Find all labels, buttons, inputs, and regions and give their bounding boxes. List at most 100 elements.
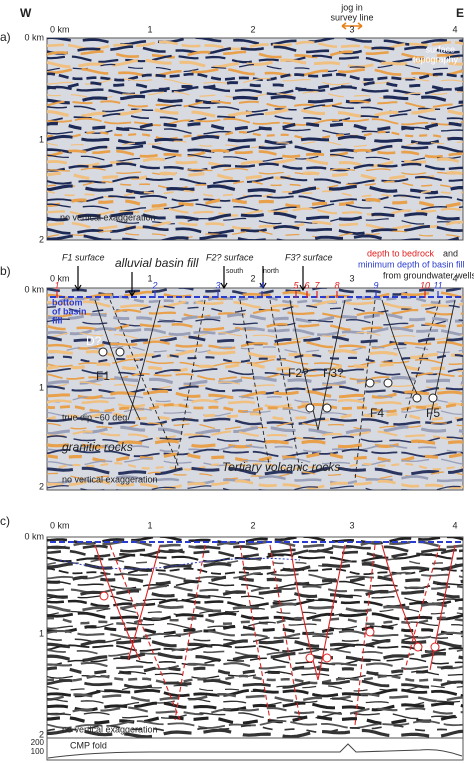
x-tick-label: 1 [147,520,152,530]
seismic-reflector [47,558,463,567]
panel-label: a) [0,30,11,44]
well-label: 5 [293,280,299,290]
seismic-reflector [47,63,463,73]
seismic-reflector [47,313,463,324]
well-label: 10 [420,280,430,290]
annotation: Tertiary volcanic rocks [222,460,340,474]
x-tick-label: 3 [349,24,354,34]
x-tick-label: 0 km [50,520,70,530]
seismic-reflector [47,318,463,327]
seismic-reflector [47,621,463,630]
y-tick-label: 2 [39,729,44,739]
seismic-reflector [47,398,463,409]
annotation: surface [425,44,455,54]
seismic-reflector [47,140,463,149]
seismic-reflector [47,402,463,414]
seismic-reflector [47,194,463,203]
seismic-reflector [47,430,463,440]
seismic-reflector [47,54,463,64]
seismic-reflector [47,107,463,119]
y-tick-label: 0 km [24,32,44,42]
well-label: 11 [433,280,442,290]
west-label: W [20,6,32,20]
seismic-reflector [47,711,463,720]
seismic-reflector [47,148,463,159]
seismic-reflector [47,548,463,559]
fault-label: F4 [370,406,384,420]
cmp-fold-label: CMP fold [70,740,107,750]
well-label: 8 [334,280,339,290]
seismic-reflector [47,99,463,109]
seismic-reflector [47,706,463,716]
x-tick-label: 0 km [50,273,70,283]
seismic-reflector [47,225,463,235]
legend-text: depth to bedrock [367,248,435,258]
annotation: bottom [52,297,83,307]
x-tick-label: 4 [452,520,457,530]
seismic-texture [47,38,463,240]
fault-label: F1 [96,369,110,383]
seismic-reflector [47,130,463,141]
seismic-reflector [47,544,463,554]
seismic-reflector [47,288,463,296]
x-tick-label: 1 [147,24,152,34]
fault-label: F2? [288,366,309,380]
seismic-reflector [47,714,463,726]
seismic-reflector [47,175,463,186]
seismic-reflector [47,157,463,168]
seismic-reflector [47,375,463,387]
well-label: 2 [151,280,157,290]
fault-label: F5 [426,406,440,420]
cmp-fold-box [46,737,464,761]
seismic-reflector [47,607,463,616]
seismic-reflector [47,594,463,603]
annotation: true dip ~60 deg [62,412,127,422]
seismic-reflector [47,207,463,217]
seismic-reflector [47,358,463,368]
fault-lines [94,299,456,481]
seismic-reflector [47,290,463,301]
note: no vertical exaggeration [62,474,158,484]
note: no vertical exaggeration [62,724,158,734]
x-tick-label: 4 [452,273,457,283]
seismic-reflector [47,395,463,403]
well-label: 9 [373,280,378,290]
seismic-reflector [47,197,463,209]
x-tick-label: 2 [250,273,255,283]
seismic-reflector [47,295,463,305]
seismic-reflector [47,85,463,96]
seismic-reflector [47,670,463,680]
jog-arrow [341,22,363,30]
note: no vertical exaggeration [60,212,156,222]
seismic-reflector [47,651,463,663]
legend-text: from groundwater wells [383,270,474,280]
seismic-reflector [47,724,463,734]
x-tick-label: 1 [147,273,152,283]
y-tick-label: 1 [39,382,44,392]
seismic-reflector [47,425,463,436]
seismic-section [46,287,464,491]
slip-symbols [99,591,440,663]
annotation: topography [413,54,459,64]
seismic-reflector [47,113,463,122]
seismic-reflector [47,692,463,703]
seismic-reflector [47,45,463,55]
seismic-reflector [47,117,463,127]
seismic-reflector [47,728,463,738]
fault-label: F3? [323,366,344,380]
seismic-reflector [47,220,463,231]
slip-symbols [98,347,438,413]
seismic-reflector [47,701,463,712]
annotation: granitic rocks [62,440,133,454]
y-tick-label: 2 [39,481,44,491]
x-tick-label: 2 [250,520,255,530]
fault-lines [94,544,456,726]
seismic-reflector [47,171,463,181]
seismic-reflector [47,345,463,354]
annotation: of basin [52,306,87,316]
seismic-reflector [47,466,463,476]
seismic-reflector [47,584,463,595]
seismic-reflector [47,457,463,467]
seismic-reflector [47,211,463,222]
